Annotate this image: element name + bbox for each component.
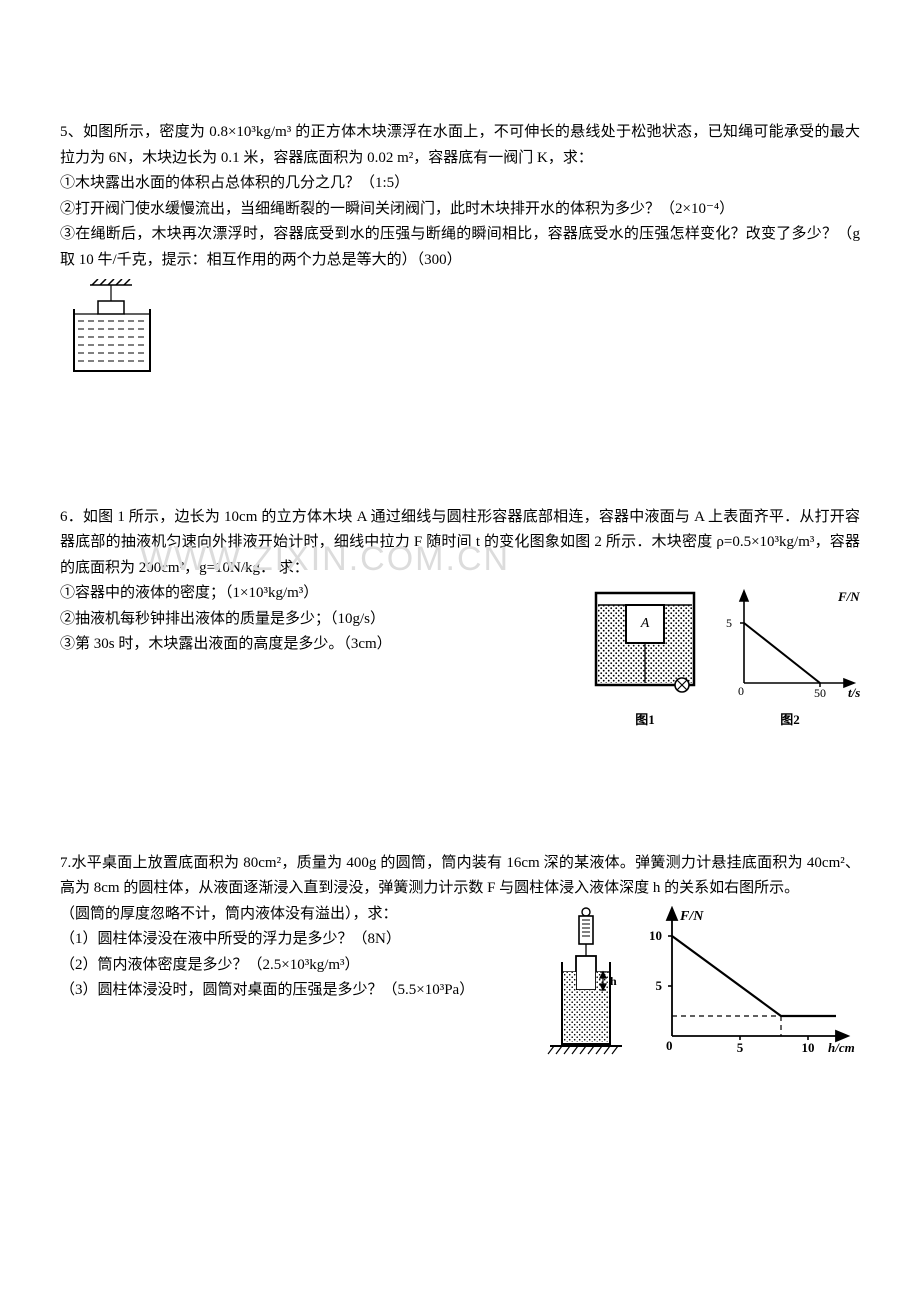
svg-text:A: A [640,616,650,631]
p7-q2: （2）筒内液体密度是多少？（2.5×10³kg/m³） [60,953,540,979]
p5-figure [60,279,860,385]
p6-q2: ②抽液机每秒钟排出液体的质量是多少；（10g/s） [60,607,580,633]
p6-q1: ①容器中的液体的密度；（1×10³kg/m³） [60,581,580,607]
p7-xtick-5: 5 [737,1040,744,1055]
p6-figure2: F/N 5 50 0 t/s 图2 [720,587,860,731]
p7-note: （圆筒的厚度忽略不计，筒内液体没有溢出），求： [60,902,540,928]
p5-q2: ②打开阀门使水缓慢流出，当细绳断裂的一瞬间关闭阀门，此时木块排开水的体积为多少？… [60,197,860,223]
p5-q3: ③在绳断后，木块再次漂浮时，容器底受到水的压强与断绳的瞬间相比，容器底受水的压强… [60,222,860,273]
problem-7: 7.水平桌面上放置底面积为 80cm²，质量为 400g 的圆筒，筒内装有 16… [60,851,860,1066]
p6-fig2-ytick: 5 [726,616,732,630]
p6-intro: 6．如图 1 所示，边长为 10cm 的立方体木块 A 通过细线与圆柱形容器底部… [60,505,860,582]
p6-fig2-caption: 图2 [720,709,860,731]
p7-h-label: h [610,974,617,988]
p7-q1: （1）圆柱体浸没在液中所受的浮力是多少？（8N） [60,927,540,953]
p7-figure-apparatus: h [546,906,626,1066]
p6-fig2-ylabel: F/N [837,589,860,604]
p7-q3: （3）圆柱体浸没时，圆筒对桌面的压强是多少？（5.5×10³Pa） [60,978,540,1004]
p6-fig2-xlabel: t/s [848,685,860,697]
p6-fig2-xtick: 50 [814,686,826,697]
p5-intro: 5、如图所示，密度为 0.8×10³kg/m³ 的正方体木块漂浮在水面上，不可伸… [60,120,860,171]
p7-intro: 7.水平桌面上放置底面积为 80cm²，质量为 400g 的圆筒，筒内装有 16… [60,851,860,902]
p6-fig2-origin: 0 [738,684,744,697]
p7-graph-xlabel: h/cm [828,1040,855,1055]
p6-figure1: A 图1 [590,587,700,731]
p7-figure-graph: F/N 5 10 5 10 0 h/cm [640,906,860,1066]
p7-graph-ylabel: F/N [679,909,704,924]
p7-xtick-10: 10 [802,1040,815,1055]
p7-origin: 0 [666,1038,673,1053]
problem-6: 6．如图 1 所示，边长为 10cm 的立方体木块 A 通过细线与圆柱形容器底部… [60,505,860,731]
p5-q1: ①木块露出水面的体积占总体积的几分之几？（1:5） [60,171,860,197]
problem-5: 5、如图所示，密度为 0.8×10³kg/m³ 的正方体木块漂浮在水面上，不可伸… [60,120,860,385]
p7-ytick-10: 10 [649,928,662,943]
p7-ytick-5: 5 [656,978,663,993]
p6-q3: ③第 30s 时，木块露出液面的高度是多少。（3cm） [60,632,580,658]
p6-fig1-caption: 图1 [590,709,700,731]
